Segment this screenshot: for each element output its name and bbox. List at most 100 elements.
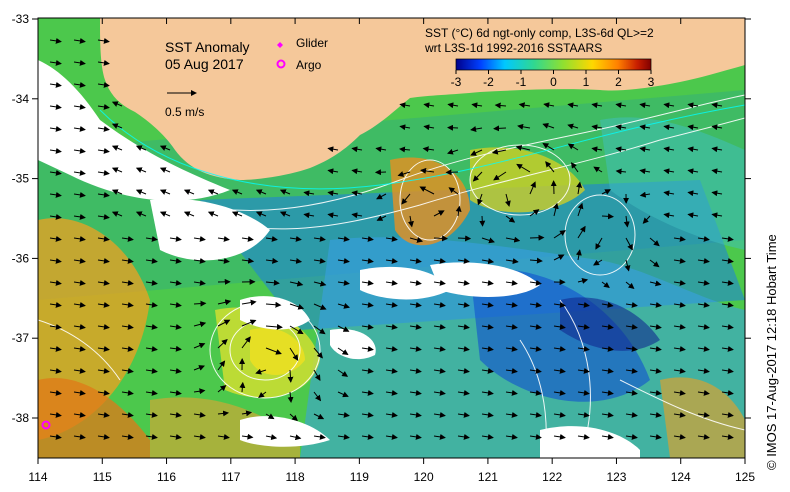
current-arrow [289,235,302,242]
current-arrow [97,81,110,88]
current-arrow [313,303,327,310]
colorbar-tick-label: 3 [648,75,655,89]
x-tick-label: 115 [93,470,112,484]
current-arrow [553,345,566,352]
current-arrow [327,168,339,175]
current-arrow [577,323,590,330]
sst-field [38,18,745,458]
current-arrow [711,168,723,175]
current-arrow [361,323,374,330]
current-arrow [313,235,326,242]
current-arrow [721,345,734,352]
current-arrow [289,434,302,441]
current-arrow [625,411,638,418]
current-arrow [697,301,710,308]
current-arrow [433,345,446,352]
current-arrow [303,190,315,197]
current-arrow [193,365,205,371]
current-arrow [97,367,110,374]
current-arrow [577,225,586,239]
current-arrow [576,181,583,195]
current-arrow [423,124,435,131]
current-arrow [663,168,675,175]
current-arrow [376,193,387,200]
current-arrow [505,215,516,223]
current-arrow [337,369,349,377]
current-arrow [169,257,182,264]
current-arrow [409,389,422,396]
current-arrow [481,279,494,286]
x-tick-label: 124 [671,470,691,484]
current-arrow [399,124,411,131]
current-arrow [289,325,304,335]
current-arrow [625,281,635,289]
current-arrow [73,389,86,396]
current-arrow [433,323,446,330]
current-arrow [169,345,182,352]
current-arrow [351,190,363,197]
current-arrow [241,410,253,417]
current-arrow [457,433,470,440]
current-arrow [289,347,299,361]
current-arrow [711,146,723,153]
glider-label: Glider [296,36,328,50]
current-arrow [601,301,614,308]
current-arrow [591,102,603,109]
current-arrow [505,258,519,265]
current-arrow [721,389,734,396]
current-arrow [601,323,614,330]
current-arrow [73,103,86,110]
current-arrow [615,124,627,131]
current-arrow [649,433,662,440]
current-arrow [505,301,518,308]
current-arrow [448,187,459,195]
current-arrow [145,301,158,308]
current-arrow [625,345,638,352]
current-arrow [615,146,627,153]
current-arrow [361,301,374,308]
current-arrow [470,149,483,156]
x-tick-label: 125 [735,470,755,484]
current-arrow [49,345,62,352]
current-arrow [73,279,86,286]
current-arrow [217,319,231,327]
colorbar-tick-label: -1 [516,75,527,89]
current-arrow [697,235,710,242]
current-arrow [337,411,350,418]
current-arrow [433,389,446,396]
current-arrow [121,257,134,264]
current-arrow [529,301,542,308]
x-tick-label: 118 [286,470,305,484]
current-arrow [601,213,615,220]
current-arrow [183,211,195,217]
current-arrow [673,411,686,418]
argo-label: Argo [296,58,322,72]
current-arrow [433,210,445,217]
current-arrow [625,433,638,440]
current-arrow [601,389,614,396]
current-arrow [121,323,134,330]
current-arrow [601,411,614,418]
current-arrow [687,190,699,197]
current-arrow [97,257,110,264]
colorbar-ticks: -3 -2 -1 0 1 2 3 [451,70,655,89]
current-arrow [49,81,62,88]
current-arrow [721,367,734,374]
current-arrow [577,367,590,374]
current-arrow [121,279,134,286]
current-arrow [303,212,315,219]
current-arrow [337,433,350,440]
current-arrow [591,146,603,153]
current-arrow [601,189,612,195]
colorbar [455,58,652,71]
current-arrow [687,102,699,109]
current-arrow [397,171,411,177]
current-arrow [265,279,280,286]
current-arrow [73,147,86,154]
current-arrow [457,301,470,308]
current-arrow [361,367,374,374]
plot-frame [37,17,746,459]
current-arrow [376,215,387,221]
current-arrow [529,279,542,286]
current-arrow [97,433,110,440]
